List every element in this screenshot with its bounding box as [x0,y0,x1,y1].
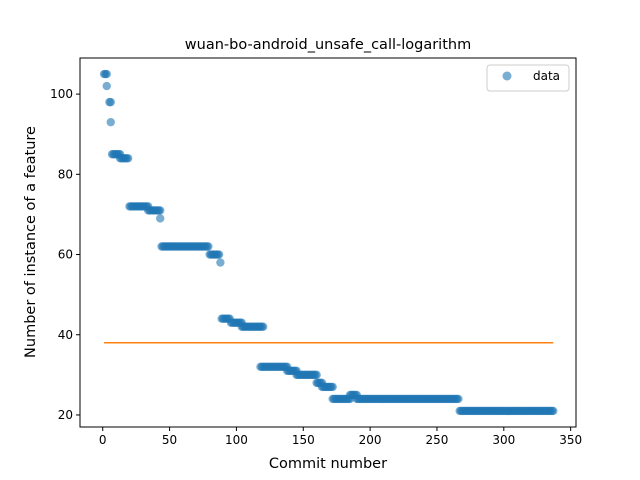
legend-box [486,64,570,92]
data-point [204,242,213,251]
x-tick-label: 250 [426,433,449,447]
data-point [102,81,111,91]
data-point [102,69,111,79]
y-tick-label: 20 [58,408,73,422]
x-axis: 0 50 100 150 200 250 300 350 [99,427,582,447]
y-tick-label: 80 [58,167,73,181]
y-tick-label: 40 [58,328,73,342]
chart-title: wuan-bo-android_unsafe_call-logarithm [185,37,471,53]
data-point [454,394,463,404]
data-point [216,258,225,267]
x-tick-label: 0 [99,433,107,447]
y-axis-label: Number of instance of a feature [23,126,39,358]
data-point [549,406,558,416]
x-tick-label: 300 [492,433,515,447]
legend: data [486,64,570,92]
x-tick-label: 200 [359,433,382,447]
y-tick-label: 100 [50,87,73,101]
x-tick-label: 100 [225,433,248,447]
data-point [156,214,165,223]
x-tick-label: 350 [559,433,582,447]
x-tick-label: 50 [162,433,177,447]
data-point [312,370,321,380]
data-point [106,117,115,127]
y-tick-label: 60 [58,248,73,262]
axes-frame [79,57,577,428]
legend-marker [502,71,512,81]
data-point [258,322,268,331]
data-point [214,250,224,259]
data-point [156,206,165,215]
x-tick-label: 150 [292,433,315,447]
y-axis: 20 40 60 80 100 [50,87,80,422]
x-axis-label: Commit number [269,456,387,472]
data-point [123,154,133,163]
legend-label-data: data [533,69,560,83]
data-point [106,97,115,107]
data-point [328,382,337,392]
plot-area [99,69,558,416]
